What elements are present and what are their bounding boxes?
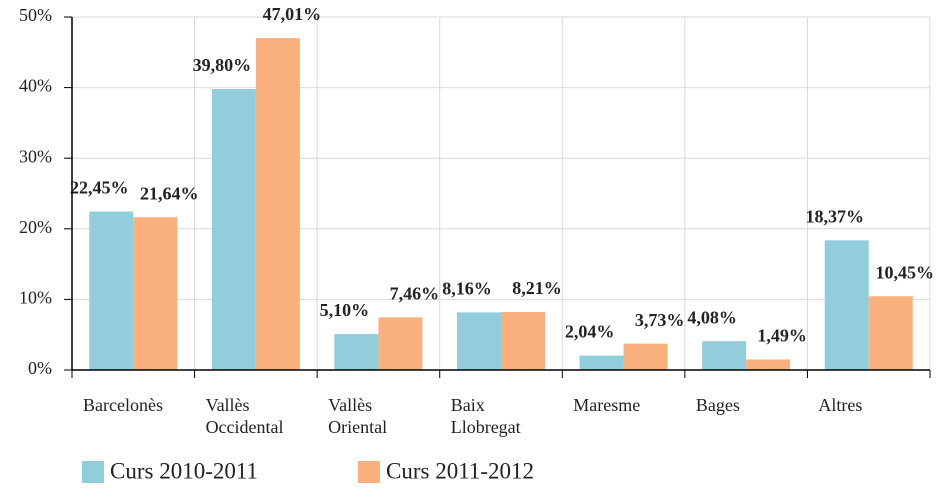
bar [868,296,913,370]
bar [378,317,423,370]
bar [334,333,379,370]
bar [255,38,300,370]
legend-label: Curs 2010-2011 [110,458,258,483]
x-tick-label: Barcelonès [83,395,163,415]
data-label: 4,08% [687,307,737,327]
data-label: 21,64% [140,183,199,203]
data-label: 8,21% [512,278,562,298]
x-tick-label: Vallès Occidental [205,395,284,437]
legend-label: Curs 2011-2012 [386,458,534,483]
y-tick-label: 20% [19,217,52,237]
y-tick-label: 0% [28,358,52,378]
data-label: 10,45% [875,262,934,282]
x-tick-label: Maresme [573,395,641,415]
bar [746,359,791,370]
bar [579,355,624,370]
bar [133,217,178,370]
x-tick-label: Altres [818,395,863,415]
x-tick-label: Baix Llobregat [450,395,521,437]
data-label: 5,10% [320,300,370,320]
bar [457,312,501,370]
bar [89,211,134,370]
data-label: 2,04% [565,322,615,342]
y-tick-label: 10% [19,288,52,308]
data-label: 22,45% [70,178,129,198]
y-tick-label: 50% [19,5,52,25]
bar [702,341,747,370]
data-label: 47,01% [263,4,322,24]
data-label: 7,46% [390,283,440,303]
bar [501,312,545,370]
legend-swatch [82,461,104,483]
bar [623,343,668,370]
data-label: 1,49% [757,326,807,346]
bar [211,89,256,371]
x-tick-label: Vallès Oriental [328,395,388,437]
bar [824,240,869,370]
y-tick-label: 40% [19,76,52,96]
data-label: 39,80% [193,55,252,75]
legend-swatch [358,461,380,483]
x-tick-label: Bages [695,395,740,415]
data-label: 3,73% [635,310,685,330]
data-label: 8,16% [442,279,492,299]
data-label: 18,37% [805,206,864,226]
y-tick-label: 30% [19,146,52,166]
